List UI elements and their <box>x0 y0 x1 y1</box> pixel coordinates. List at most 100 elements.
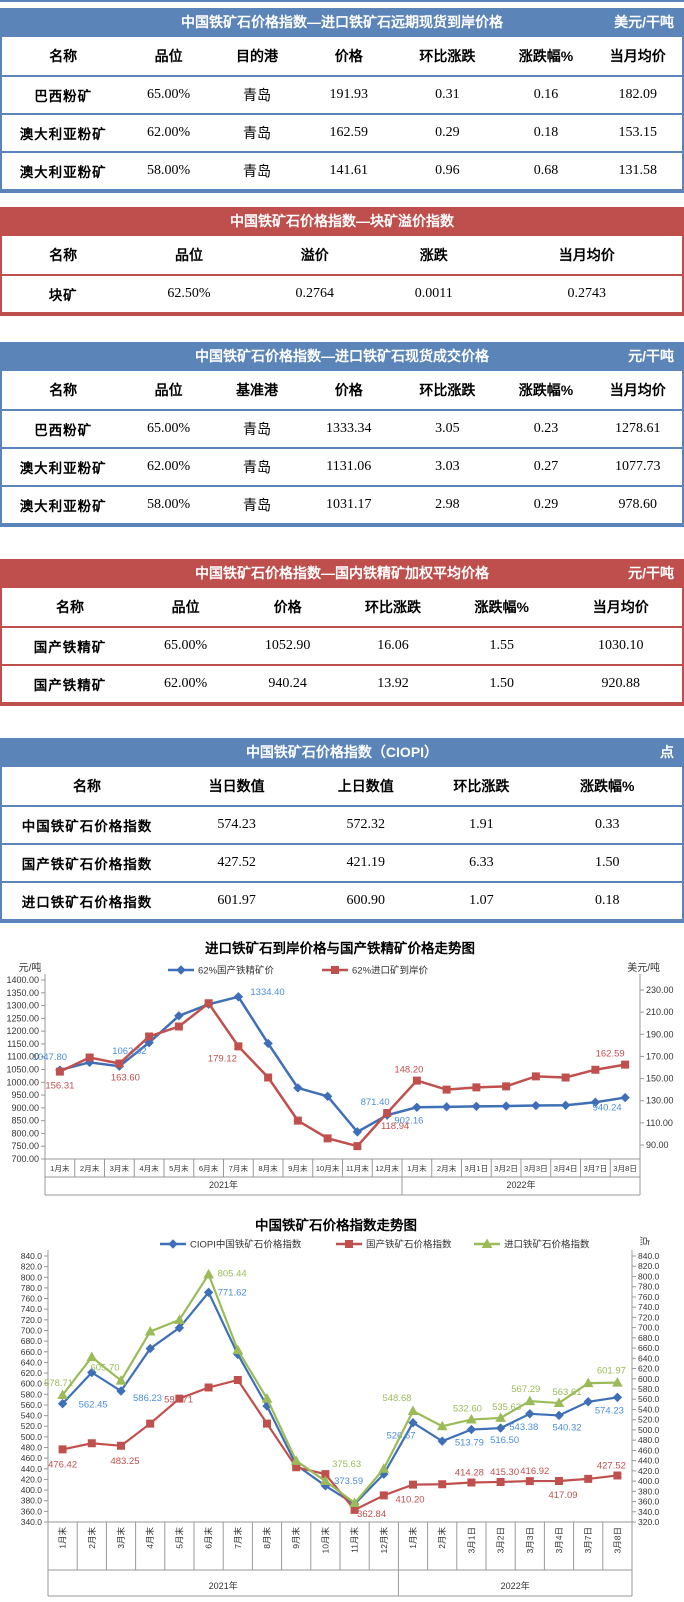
left-tick-label: 500.0 <box>21 1432 43 1442</box>
x-tick-label: 2月末 <box>437 1163 457 1173</box>
left-tick-label: 640.0 <box>21 1357 43 1367</box>
left-tick-label: 700.0 <box>21 1325 43 1335</box>
diamond-marker-icon <box>612 1392 623 1403</box>
column-header: 价格 <box>301 371 397 411</box>
left-tick-label: 1350.00 <box>6 988 39 998</box>
right-tick-label: 480.0 <box>638 1435 660 1445</box>
x-tick-label: 4月末 <box>139 1163 159 1173</box>
series-62%进口矿到岸价 <box>55 999 630 1151</box>
triangle-marker-icon <box>553 1397 565 1408</box>
x-tick-label: 3月1日 <box>466 1527 476 1553</box>
series-line <box>61 1290 618 1506</box>
x-tick-label: 11月末 <box>350 1527 360 1553</box>
left-tick-label: 480.0 <box>21 1443 43 1453</box>
column-header: 当月均价 <box>593 371 682 411</box>
left-tick-label: 360.0 <box>21 1506 43 1516</box>
value-cell: 青岛 <box>212 448 302 487</box>
series-CIOPI中国铁矿石价格指数 <box>57 1287 623 1509</box>
value-cell: 162.59 <box>301 114 397 153</box>
value-cell: 421.19 <box>301 844 431 883</box>
square-marker-icon <box>584 1474 593 1483</box>
triangle-marker-icon <box>174 1314 185 1324</box>
square-marker-icon <box>409 1480 417 1489</box>
right-tick-label: 360.0 <box>638 1497 660 1507</box>
x-tick-label: 8月末 <box>262 1527 272 1549</box>
value-cell: 0.68 <box>498 152 594 191</box>
table-forward-cfr-prices: 中国铁矿石价格指数—进口铁矿石远期现货到岸价格 美元/干吨 名称 品位 目的港 价格环… <box>0 8 684 193</box>
right-tick-label: 320.0 <box>638 1517 660 1527</box>
data-label: 535.63 <box>492 1402 521 1413</box>
left-tick-label: 1050.00 <box>6 1065 39 1075</box>
left-tick-label: 1150.00 <box>7 1039 39 1049</box>
triangle-marker-icon <box>115 1375 127 1385</box>
square-marker-icon <box>412 1076 421 1085</box>
data-label: 567.29 <box>511 1384 540 1395</box>
table-row: 进口铁矿石价格指数 601.97 600.90 1.07 0.18 <box>2 882 682 921</box>
x-tick-label: 1月末 <box>58 1527 68 1549</box>
x-tick-label: 8月末 <box>258 1163 278 1173</box>
data-label: 601.97 <box>597 1366 626 1377</box>
value-cell: 0.2743 <box>491 275 682 314</box>
right-axis-unit: 美元/吨 <box>627 961 660 974</box>
data-label: 427.52 <box>597 1460 626 1471</box>
column-header: 涨跌幅% <box>498 371 594 411</box>
square-marker-icon <box>525 1477 534 1486</box>
left-tick-label: 780.0 <box>21 1283 43 1293</box>
row-name-cell: 澳大利亚粉矿 <box>2 448 125 487</box>
diamond-marker-icon <box>352 1127 363 1137</box>
right-tick-label: 540.0 <box>638 1404 660 1414</box>
square-marker-icon <box>353 1142 362 1151</box>
table-lump-premium-index: 中国铁矿石价格指数—块矿溢价指数 名称 品位 溢价 涨跌 当月均价 块矿 62.50% 0.2… <box>0 207 684 316</box>
column-header: 环比涨跌 <box>341 588 444 628</box>
right-tick-label: 130.00 <box>646 1096 674 1106</box>
square-marker-icon <box>204 999 213 1008</box>
data-label: 375.63 <box>332 1459 361 1470</box>
value-cell: 0.29 <box>396 114 499 153</box>
right-tick-label: 580.0 <box>638 1384 660 1394</box>
right-tick-label: 110.00 <box>646 1118 673 1128</box>
square-marker-icon <box>502 1082 511 1091</box>
table-title: 中国铁矿石价格指数—国内铁精矿加权平均价格 <box>195 565 489 581</box>
data-label: 940.24 <box>593 1103 622 1114</box>
value-cell: 1131.06 <box>301 448 397 487</box>
value-cell: 0.2764 <box>253 275 376 314</box>
value-cell: 65.00% <box>124 76 213 115</box>
series-line <box>59 995 626 1134</box>
column-header: 当月均价 <box>593 37 682 77</box>
x-tick-label: 10月末 <box>316 1163 340 1173</box>
square-marker-icon <box>442 1085 451 1094</box>
value-cell: 0.18 <box>498 114 594 153</box>
left-tick-label: 400.0 <box>21 1485 43 1495</box>
right-tick-label: 380.0 <box>638 1486 660 1496</box>
value-cell: 3.05 <box>396 410 499 449</box>
square-marker-icon <box>472 1083 481 1092</box>
square-marker-icon <box>383 1108 392 1117</box>
square-marker-icon <box>621 1060 630 1069</box>
left-tick-label: 800.0 <box>21 1272 43 1282</box>
square-marker-icon <box>174 1022 183 1031</box>
index-trend-chart: 中国铁矿石价格指数走势图点840.0820.0800.0780.0760.074… <box>21 1217 660 1597</box>
left-tick-label: 850.00 <box>11 1116 39 1126</box>
diamond-marker-icon <box>441 1102 452 1112</box>
square-marker-icon <box>264 1073 273 1082</box>
triangle-marker-icon <box>261 1393 273 1403</box>
triangle-marker-icon <box>320 1475 331 1486</box>
row-name-cell: 块矿 <box>2 275 125 314</box>
chart-ciopi-index-trend: 中国铁矿石价格指数走势图点 840.0 820.0 800.0 780.0 760.0 74… <box>0 1213 684 1602</box>
left-tick-label: 560.0 <box>21 1400 43 1410</box>
column-header: 溢价 <box>253 236 376 276</box>
data-label: 902.16 <box>394 1115 423 1126</box>
x-tick-label: 2月末 <box>87 1527 97 1549</box>
data-label: 771.62 <box>218 1287 247 1298</box>
column-header: 环比涨跌 <box>396 371 499 411</box>
data-table: 名称 品位 基准港 价格 环比涨跌 涨跌幅% 当月均价 巴西粉矿 65.00% 青岛 1333.34… <box>2 371 682 525</box>
square-marker-icon <box>233 1375 242 1384</box>
column-header: 涨跌幅% <box>532 767 682 807</box>
data-label: 543.38 <box>509 1422 538 1433</box>
value-cell: 1.91 <box>430 806 533 845</box>
data-label: 592.71 <box>164 1395 193 1406</box>
diamond-marker-icon <box>620 1092 630 1103</box>
square-marker-icon <box>555 1476 563 1485</box>
left-tick-label: 440.0 <box>21 1464 43 1474</box>
x-tick-label: 3月4日 <box>554 1164 578 1173</box>
